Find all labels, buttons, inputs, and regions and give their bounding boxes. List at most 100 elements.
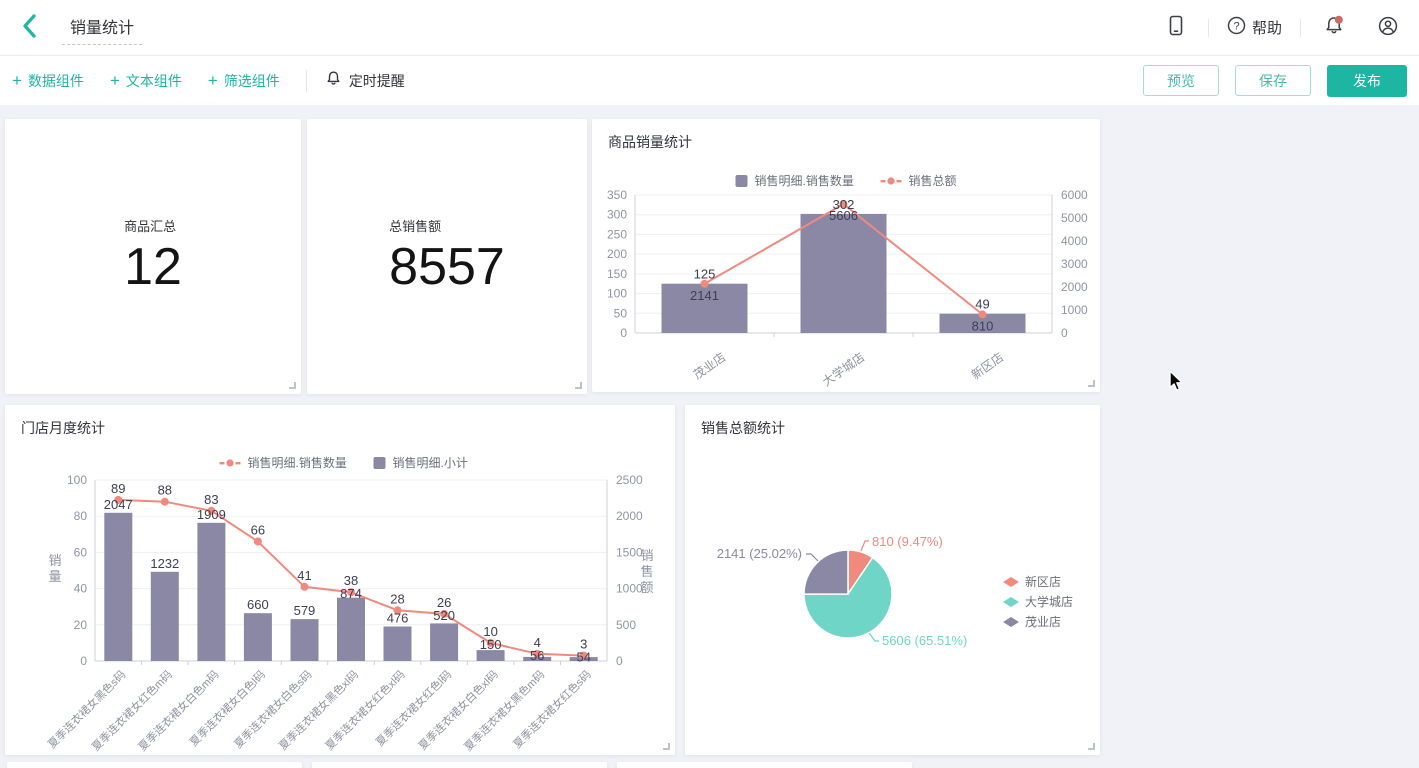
kpi-card-sales-total[interactable]: 总销售额 8557 — [307, 119, 587, 394]
svg-text:38: 38 — [344, 573, 358, 588]
resize-handle-icon[interactable] — [663, 743, 670, 750]
svg-text:新区店: 新区店 — [1025, 574, 1061, 589]
mobile-device-icon — [1166, 15, 1186, 40]
svg-text:2141 (25.02%): 2141 (25.02%) — [717, 546, 802, 561]
svg-text:夏季连衣裙女白色l码: 夏季连衣裙女白色l码 — [186, 667, 268, 749]
alarm-bell-icon — [325, 70, 342, 91]
svg-text:60: 60 — [74, 545, 88, 559]
svg-text:100: 100 — [607, 287, 627, 301]
svg-text:1232: 1232 — [150, 556, 179, 571]
svg-text:5606 (65.51%): 5606 (65.51%) — [882, 633, 967, 648]
dashboard-title-field[interactable]: 销量统计 — [62, 11, 143, 45]
store-monthly-chart: 0 20 40 60 80 100 0 500 1000 1500 2000 2500 89 2047 88… — [5, 405, 675, 755]
notifications-button[interactable] — [1319, 11, 1349, 44]
plus-icon: + — [109, 71, 120, 90]
svg-text:新区店: 新区店 — [968, 349, 1006, 382]
svg-text:150: 150 — [480, 637, 502, 652]
kpi-value: 8557 — [389, 238, 505, 297]
svg-text:2000: 2000 — [616, 509, 643, 523]
svg-text:1000: 1000 — [616, 582, 643, 596]
mobile-preview-button[interactable] — [1162, 11, 1190, 44]
add-text-component-button[interactable]: + 文本组件 — [110, 71, 182, 91]
product-sales-chart: 0 50 100 150 200 250 300 350 0 1000 2000 3000 4000 50… — [592, 119, 1100, 392]
resize-handle-icon[interactable] — [575, 382, 582, 389]
kpi-title: 商品汇总 — [124, 219, 177, 235]
svg-text:200: 200 — [607, 247, 627, 261]
svg-text:100: 100 — [67, 473, 87, 487]
svg-text:41: 41 — [297, 568, 311, 583]
svg-text:520: 520 — [433, 608, 455, 623]
bell-icon — [1323, 15, 1345, 40]
svg-text:2141: 2141 — [690, 288, 719, 303]
plus-icon: + — [12, 71, 22, 90]
svg-text:夏季连衣裙女白色m码: 夏季连衣裙女白色m码 — [135, 667, 221, 753]
svg-text:40: 40 — [74, 582, 88, 596]
svg-text:夏季连衣裙女白色xl码: 夏季连衣裙女白色xl码 — [415, 667, 501, 753]
svg-text:150: 150 — [607, 267, 627, 281]
scheduled-reminder-button[interactable]: 定时提醒 — [325, 70, 405, 91]
svg-text:1500: 1500 — [616, 545, 643, 559]
svg-text:销售额: 销售额 — [640, 548, 653, 595]
svg-text:50: 50 — [614, 306, 628, 320]
publish-button[interactable]: 发布 — [1327, 64, 1407, 97]
svg-text:大学城店: 大学城店 — [1025, 594, 1073, 609]
chart-card-product-sales[interactable]: 0 50 100 150 200 250 300 350 0 1000 2000 3000 4000 50… — [592, 119, 1100, 392]
svg-text:874: 874 — [340, 586, 362, 601]
add-filter-component-button[interactable]: + 筛选组件 — [208, 71, 280, 91]
divider — [1207, 18, 1209, 37]
svg-text:销售明细.销售数量: 销售明细.销售数量 — [755, 173, 854, 188]
help-label: 帮助 — [1251, 20, 1282, 37]
svg-text:88: 88 — [158, 483, 172, 498]
svg-text:302: 302 — [833, 197, 855, 212]
chart-card-sales-share[interactable]: 810 (9.47%) 5606 (65.51%) 2141 (25.02%) 新区店… — [685, 405, 1100, 755]
resize-handle-icon[interactable] — [1088, 380, 1095, 387]
dashboard-canvas: 商品汇总 12 总销售额 8557 0 50 100 150 200 250 300 350 0… — [0, 105, 1419, 768]
chart-title: 门店月度统计 — [21, 420, 105, 436]
svg-text:茂业店: 茂业店 — [691, 350, 729, 382]
svg-text:579: 579 — [294, 603, 316, 618]
add-filter-component-label: 筛选组件 — [223, 72, 280, 89]
svg-text:49: 49 — [975, 297, 989, 312]
partial-card[interactable] — [7, 762, 302, 768]
divider — [305, 69, 307, 92]
svg-text:80: 80 — [74, 509, 88, 523]
chart-card-store-monthly[interactable]: 0 20 40 60 80 100 0 500 1000 1500 2000 2500 89 2047 88… — [5, 405, 675, 755]
partial-card[interactable] — [617, 762, 912, 768]
svg-text:66: 66 — [251, 523, 265, 538]
resize-handle-icon[interactable] — [289, 382, 296, 389]
svg-text:0: 0 — [1061, 326, 1068, 340]
svg-text:6000: 6000 — [1061, 188, 1088, 202]
svg-text:3: 3 — [580, 637, 587, 652]
help-button[interactable]: ? 帮助 — [1227, 16, 1282, 39]
svg-text:夏季连衣裙女红色xl码: 夏季连衣裙女红色xl码 — [322, 667, 408, 753]
preview-button[interactable]: 预览 — [1143, 65, 1219, 96]
kpi-card-product-total[interactable]: 商品汇总 12 — [5, 119, 301, 394]
resize-handle-icon[interactable] — [1088, 743, 1095, 750]
chart-title: 销售总额统计 — [701, 420, 785, 436]
back-button[interactable] — [12, 10, 48, 46]
page-title: 销量统计 — [70, 19, 135, 37]
svg-text:夏季连衣裙女红色l码: 夏季连衣裙女红色l码 — [373, 667, 455, 749]
svg-text:销量: 销量 — [48, 553, 61, 584]
partial-card[interactable] — [312, 762, 607, 768]
scheduled-reminder-label: 定时提醒 — [348, 72, 405, 89]
add-data-component-button[interactable]: + 数据组件 — [12, 71, 84, 91]
svg-text:夏季连衣裙女黑色xl码: 夏季连衣裙女黑色xl码 — [276, 667, 362, 753]
svg-text:销售明细.小计: 销售明细.小计 — [393, 455, 468, 470]
svg-text:26: 26 — [437, 595, 451, 610]
svg-text:1909: 1909 — [197, 507, 226, 522]
svg-text:4: 4 — [534, 635, 541, 650]
svg-text:125: 125 — [694, 267, 716, 282]
svg-text:销售总额: 销售总额 — [909, 173, 957, 188]
svg-text:89: 89 — [111, 481, 125, 496]
app-header: 销量统计 ? 帮助 — [0, 0, 1419, 56]
save-button[interactable]: 保存 — [1235, 65, 1311, 96]
svg-text:2047: 2047 — [104, 497, 133, 512]
kpi-title: 总销售额 — [389, 219, 442, 235]
svg-text:28: 28 — [390, 591, 404, 606]
svg-text:?: ? — [1233, 20, 1239, 32]
svg-text:10: 10 — [483, 624, 497, 639]
chevron-left-icon — [19, 13, 41, 42]
account-button[interactable] — [1373, 11, 1403, 44]
user-avatar-icon — [1377, 15, 1399, 40]
